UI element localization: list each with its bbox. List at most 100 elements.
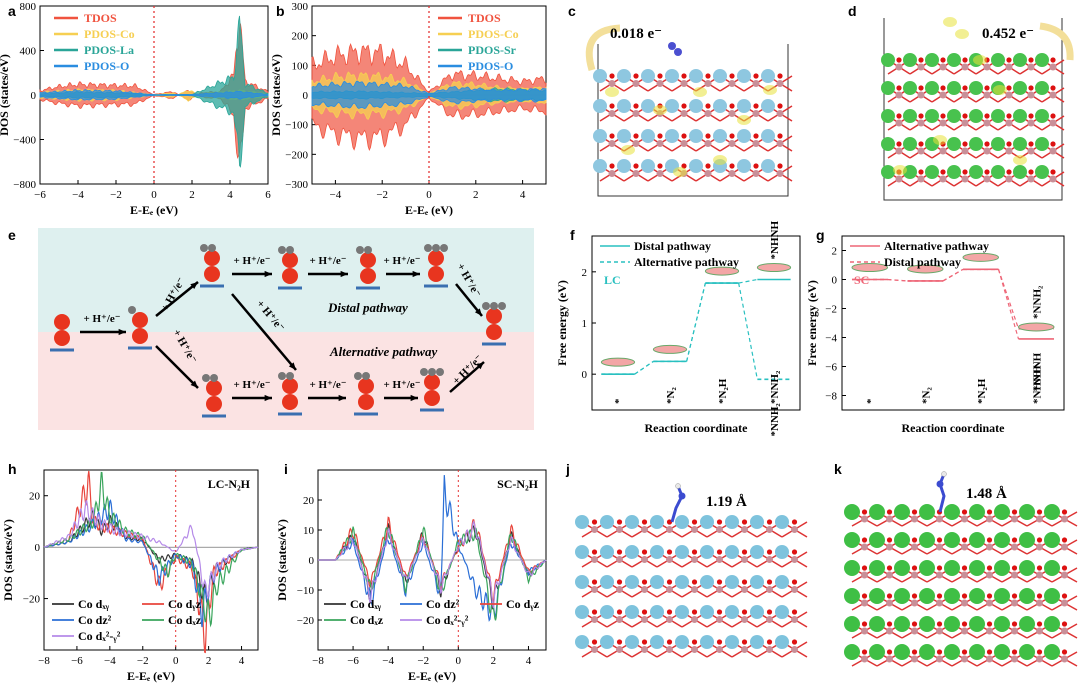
co-atom (961, 515, 968, 523)
o-atom (791, 519, 798, 525)
metal-atom (750, 515, 764, 529)
legend-entry: Co dᵧz (506, 597, 540, 611)
n-atom (360, 252, 376, 268)
co-atom (1061, 515, 1068, 523)
co-atom (616, 556, 623, 563)
metal-atom (947, 81, 961, 95)
o-atom (777, 73, 783, 79)
metal-atom (869, 560, 885, 576)
metal-atom (575, 545, 589, 559)
n-atom (54, 330, 70, 346)
o-atom (940, 169, 946, 175)
y-tick-label: 0 (31, 90, 37, 102)
co-atom (861, 571, 868, 579)
co-atom (986, 655, 993, 663)
metal-atom (1035, 109, 1049, 123)
co-atom (939, 119, 947, 127)
co-atom (1005, 147, 1013, 155)
legend-entry: Alternative pathway (884, 239, 989, 253)
n-atom (282, 394, 298, 410)
y-tick-label: 10 (303, 525, 315, 537)
y-axis-label: DOS (states/eV) (275, 519, 289, 601)
n-atom (486, 324, 502, 340)
co-atom (1005, 91, 1013, 99)
o-atom (716, 519, 723, 525)
x-tick-label: −6 (347, 655, 359, 667)
o-atom (691, 549, 698, 555)
y-tick-label: 2 (832, 246, 838, 258)
co-atom (1036, 627, 1043, 635)
legend-entry: Distal pathway (634, 239, 711, 253)
co-atom (911, 543, 918, 551)
co-atom (911, 627, 918, 635)
o-atom (1028, 57, 1034, 63)
co-atom (776, 80, 784, 87)
co-atom (704, 140, 712, 147)
co-atom (716, 556, 723, 563)
y-tick-label: −6 (825, 362, 837, 374)
slab-icon (962, 252, 1000, 262)
o-atom (1036, 621, 1043, 627)
co-atom (641, 646, 648, 653)
energy-connector (738, 282, 758, 380)
o-atom (777, 163, 783, 169)
charge-density (605, 87, 619, 97)
n-atom (206, 380, 222, 396)
metal-atom (641, 99, 655, 113)
n-atom (428, 266, 444, 282)
o-atom (766, 549, 773, 555)
metal-atom (969, 504, 985, 520)
co-atom (752, 110, 760, 117)
co-atom (1036, 655, 1043, 663)
co-atom (1011, 571, 1018, 579)
co-atom (1049, 63, 1057, 71)
o-atom (766, 639, 773, 645)
o-atom (986, 593, 993, 599)
chart-a-dos: −6 −4 −2 0 2 4 6 −800 −400 0 400 800 E-Eₑ (eV) DOS (s… (0, 1, 271, 217)
o-atom (666, 549, 673, 555)
x-tick-label: −4 (330, 189, 342, 201)
h-atom (675, 483, 681, 489)
o-atom (716, 579, 723, 585)
o-atom (657, 163, 663, 169)
metal-atom (737, 99, 751, 113)
metal-atom (894, 560, 910, 576)
metal-atom (1019, 616, 1035, 632)
h-atom (436, 368, 444, 376)
arrow-head (476, 362, 484, 370)
metal-atom (844, 644, 860, 660)
slab-icon (1017, 322, 1055, 332)
metal-atom (969, 616, 985, 632)
o-atom (591, 519, 598, 525)
o-atom (896, 113, 902, 119)
y-tick-label: −800 (13, 179, 36, 191)
o-atom (1036, 593, 1043, 599)
co-atom (1011, 543, 1018, 551)
panel-label-g: g (816, 227, 825, 243)
o-atom (681, 103, 687, 109)
pdos-line-dx2-y2 (43, 499, 259, 600)
metal-atom (869, 616, 885, 632)
metal-atom (1044, 532, 1060, 548)
n-atom (424, 390, 440, 406)
metal-atom (969, 81, 983, 95)
o-atom (886, 537, 893, 543)
co-atom (766, 586, 773, 593)
metal-atom (1019, 504, 1035, 520)
bond-length-j: 1.19 Å (706, 494, 747, 510)
co-atom (1027, 63, 1035, 71)
arrow-head (340, 270, 348, 278)
y-tick-label: 20 (29, 491, 41, 503)
co-atom (632, 110, 640, 117)
co-atom (886, 571, 893, 579)
metal-atom (894, 644, 910, 660)
co-atom (656, 80, 664, 87)
h-atom (278, 246, 286, 254)
co-atom (861, 599, 868, 607)
x-tick-label: 2 (206, 655, 212, 667)
n-atom (54, 314, 70, 330)
pdos-line-dz2 (318, 475, 547, 622)
co-atom (936, 543, 943, 551)
o-atom (741, 549, 748, 555)
